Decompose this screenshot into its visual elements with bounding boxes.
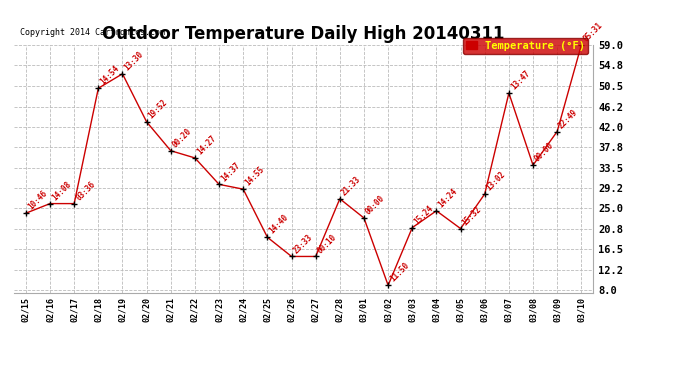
Text: 14:37: 14:37 bbox=[219, 160, 242, 183]
Title: Outdoor Temperature Daily High 20140311: Outdoor Temperature Daily High 20140311 bbox=[102, 26, 505, 44]
Text: 14:24: 14:24 bbox=[436, 187, 459, 209]
Legend: Temperature (°F): Temperature (°F) bbox=[463, 38, 588, 54]
Text: 23:33: 23:33 bbox=[291, 232, 314, 255]
Text: 14:27: 14:27 bbox=[195, 134, 217, 156]
Text: 13:02: 13:02 bbox=[484, 170, 507, 192]
Text: 21:33: 21:33 bbox=[339, 175, 362, 197]
Text: 00:10: 00:10 bbox=[315, 232, 338, 255]
Text: 22:49: 22:49 bbox=[558, 107, 580, 130]
Text: 10:46: 10:46 bbox=[26, 189, 48, 212]
Text: 14:55: 14:55 bbox=[243, 165, 266, 188]
Text: 03:36: 03:36 bbox=[75, 179, 97, 202]
Text: 19:52: 19:52 bbox=[146, 98, 169, 120]
Text: 13:47: 13:47 bbox=[509, 69, 531, 92]
Text: 00:20: 00:20 bbox=[170, 127, 193, 149]
Text: 14:08: 14:08 bbox=[50, 179, 72, 202]
Text: 05:31: 05:31 bbox=[581, 21, 604, 44]
Text: 14:40: 14:40 bbox=[268, 213, 290, 236]
Text: 11:50: 11:50 bbox=[388, 261, 411, 284]
Text: 00:00: 00:00 bbox=[533, 141, 555, 164]
Text: 00:00: 00:00 bbox=[364, 194, 386, 217]
Text: 15:24: 15:24 bbox=[412, 204, 435, 226]
Text: 15:32: 15:32 bbox=[461, 204, 483, 227]
Text: 13:30: 13:30 bbox=[123, 50, 145, 72]
Text: 14:54: 14:54 bbox=[98, 64, 121, 87]
Text: Copyright 2014 Cartronics.com: Copyright 2014 Cartronics.com bbox=[19, 28, 165, 37]
